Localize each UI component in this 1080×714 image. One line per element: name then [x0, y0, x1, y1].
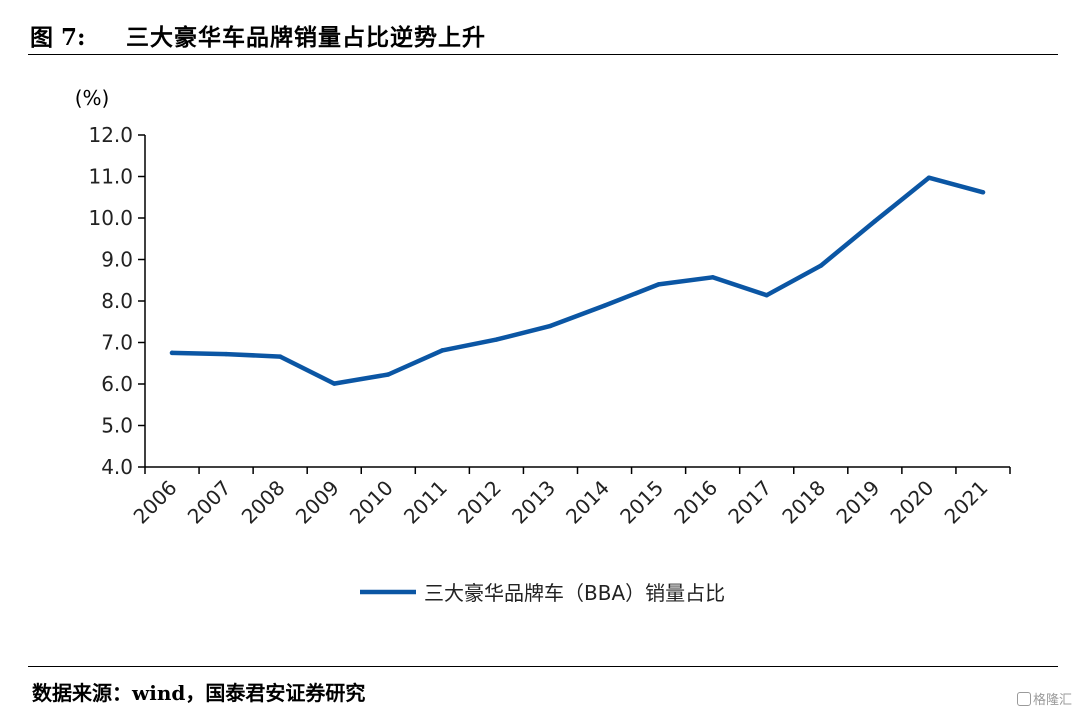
x-tick-label: 2017 — [723, 476, 776, 529]
watermark-logo-icon — [1016, 692, 1031, 706]
figure-header: 图 7: 三大豪华车品牌销量占比逆势上升 — [28, 14, 1058, 55]
data-point — [494, 337, 499, 342]
series-lines — [169, 175, 986, 386]
data-point — [277, 354, 283, 359]
figure-footer: 数据来源：wind，国泰君安证券研究 — [28, 666, 1058, 705]
data-point — [818, 263, 823, 268]
data-point — [386, 372, 391, 377]
data-point — [656, 282, 661, 287]
figure-title: 三大豪华车品牌销量占比逆势上升 — [126, 24, 486, 51]
data-point — [602, 303, 607, 308]
chart-legend: 三大豪华品牌车（BBA）销量占比 — [360, 581, 725, 605]
legend-label: 三大豪华品牌车（BBA）销量占比 — [424, 581, 725, 605]
x-tick-label: 2018 — [777, 476, 830, 529]
y-tick-label: 5.0 — [101, 414, 133, 438]
x-tick-label: 2016 — [669, 476, 722, 529]
y-tick-label: 4.0 — [101, 455, 133, 479]
x-tick-label: 2014 — [561, 476, 614, 529]
figure-number: 图 7: — [30, 24, 86, 51]
y-tick-label: 11.0 — [88, 165, 133, 189]
x-tick-labels: 2006 2007 2008 2009 2010 2011 2012 2013 2014 2015… — [129, 476, 993, 529]
data-point — [223, 351, 229, 357]
source-note: 数据来源：wind，国泰君安证券研究 — [32, 681, 366, 705]
y-tick-label: 9.0 — [101, 248, 133, 272]
y-tick-label: 10.0 — [88, 206, 133, 230]
x-tick-label: 2009 — [291, 476, 344, 529]
x-tick-label: 2008 — [237, 476, 290, 529]
x-tick-label: 2006 — [129, 476, 182, 529]
data-point — [764, 292, 769, 298]
data-point — [926, 175, 932, 180]
series-line — [169, 175, 986, 386]
y-tick-label: 6.0 — [101, 372, 133, 396]
x-tick-label: 2015 — [615, 476, 668, 529]
line-chart: (%) 4.05.06.07.08.09.010.011.012.0 2006 2… — [75, 86, 1011, 605]
data-point — [548, 323, 553, 329]
data-point — [980, 190, 986, 195]
x-tick-label: 2013 — [507, 476, 560, 529]
x-tick-label: 2021 — [940, 476, 993, 529]
data-point — [710, 275, 715, 280]
x-tick-label: 2019 — [831, 476, 884, 529]
data-point — [872, 219, 878, 224]
y-tick-label: 7.0 — [101, 331, 133, 355]
data-point — [440, 348, 445, 353]
y-tick-labels: 4.0 5.0 6.0 7.0 8.0 9.0 10.0 11.0 12.0 — [88, 123, 133, 479]
watermark: 格隆汇 — [1016, 689, 1072, 708]
watermark-text: 格隆汇 — [1032, 693, 1072, 708]
y-tick-label: 8.0 — [101, 289, 133, 313]
x-tick-label: 2012 — [453, 476, 506, 529]
y-axis-unit-label: (%) — [75, 86, 110, 110]
x-tick-label: 2011 — [399, 476, 452, 529]
y-tick-label: 12.0 — [88, 123, 133, 147]
x-tick-label: 2020 — [885, 476, 938, 529]
x-tick-label: 2010 — [345, 476, 398, 529]
data-point — [332, 381, 337, 386]
data-point — [169, 350, 175, 356]
chart-axes — [138, 134, 1011, 474]
x-tick-label: 2007 — [183, 476, 236, 529]
